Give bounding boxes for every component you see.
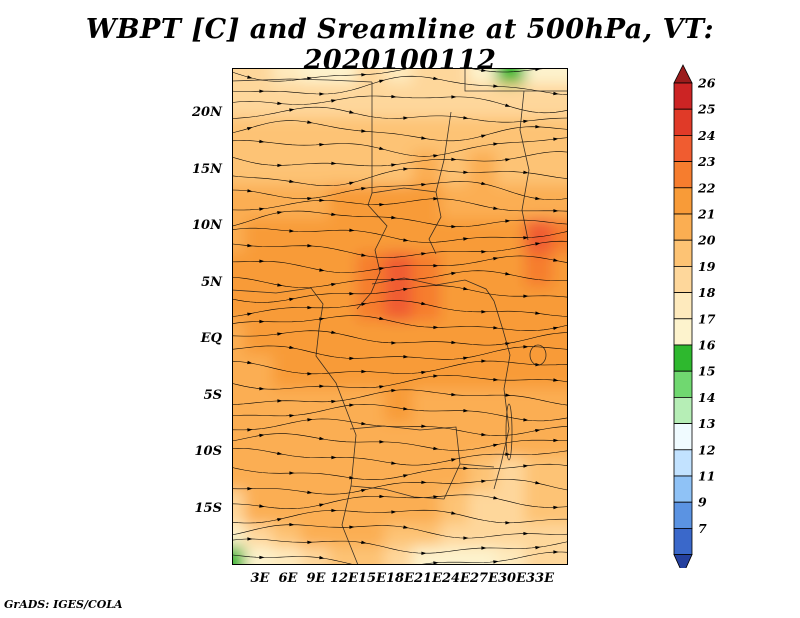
- y-axis-label: 15N: [192, 161, 222, 177]
- border-libya-egypt: [464, 68, 568, 92]
- lake-victoria: [529, 344, 547, 366]
- border-angola-zambia: [350, 463, 461, 500]
- lake-tanganyika: [505, 403, 513, 461]
- colorbar-tick-label: 11: [698, 469, 715, 484]
- y-axis-label: 10S: [194, 444, 222, 460]
- colorbar-tick-label: 25: [697, 102, 715, 117]
- border-chad-sudan: [428, 111, 452, 255]
- colorbar-tick-label: 24: [697, 128, 715, 143]
- border-coastline: [232, 287, 359, 565]
- x-axis-label: 30E: [498, 571, 526, 586]
- border-drc-east: [493, 300, 511, 490]
- x-axis-label: 6E: [278, 571, 298, 586]
- map-frame: [232, 68, 568, 565]
- colorbar-tick-label: 17: [698, 311, 716, 326]
- border-chad-south: [371, 187, 437, 194]
- wbpt-shaded-field: [232, 68, 568, 565]
- grads-credit: GrADS: IGES/COLA: [4, 598, 123, 611]
- x-axis-label: 33E: [526, 571, 554, 586]
- colorbar: 26 25 24 23 22 21 20 19 18 17 16 15 14 13 12 11 9 7: [670, 62, 734, 576]
- x-axis-label: 9E: [306, 571, 326, 586]
- colorbar-tick-label: 9: [698, 495, 707, 510]
- colorbar-tick-label: 26: [697, 76, 716, 91]
- x-axis-label: 27E: [470, 571, 498, 586]
- colorbar-tick-label: 21: [697, 207, 715, 222]
- colorbar-tick-label: 18: [698, 285, 716, 300]
- chart-title: WBPT [C] and Sreamline at 500hPa, VT: 20…: [85, 14, 715, 76]
- x-axis-label: 24E: [442, 571, 470, 586]
- colorbar-tick-label: 13: [698, 416, 716, 431]
- country-borders: [232, 68, 568, 565]
- x-axis-label: 12E: [330, 571, 358, 586]
- colorbar-tick-label: 22: [697, 180, 716, 195]
- colorbar-tick-label: 20: [697, 233, 716, 248]
- x-axis-label: 18E: [386, 571, 414, 586]
- x-axis-label: 15E: [358, 571, 386, 586]
- map-plot: [232, 68, 568, 565]
- colorbar-tick-label: 15: [698, 364, 715, 379]
- map-svg: [232, 68, 568, 565]
- colorbar-tick-label: 19: [698, 259, 716, 274]
- colorbar-tick-label: 16: [698, 338, 716, 353]
- border-sahara-west: [232, 78, 373, 83]
- y-axis-label: 20N: [192, 105, 222, 121]
- colorbar-tick-label: 14: [698, 390, 715, 405]
- border-nile-region: [519, 90, 530, 241]
- border-angola-drc: [349, 425, 495, 468]
- y-axis-label: 15S: [194, 500, 222, 516]
- border-car-drc: [371, 277, 495, 302]
- colorbar-tick-label: 23: [697, 154, 716, 169]
- colorbar-tick-label: 12: [698, 442, 716, 457]
- y-axis-label: 5S: [203, 387, 222, 403]
- y-axis-label: 10N: [192, 218, 222, 234]
- colorbar-tick-label: 7: [698, 521, 707, 536]
- y-axis-label: 5N: [201, 274, 222, 290]
- x-axis-label: 21E: [414, 571, 442, 586]
- y-axis-label: EQ: [200, 331, 222, 347]
- border-chad-cameroon: [356, 82, 388, 310]
- x-axis-label: 3E: [250, 571, 270, 586]
